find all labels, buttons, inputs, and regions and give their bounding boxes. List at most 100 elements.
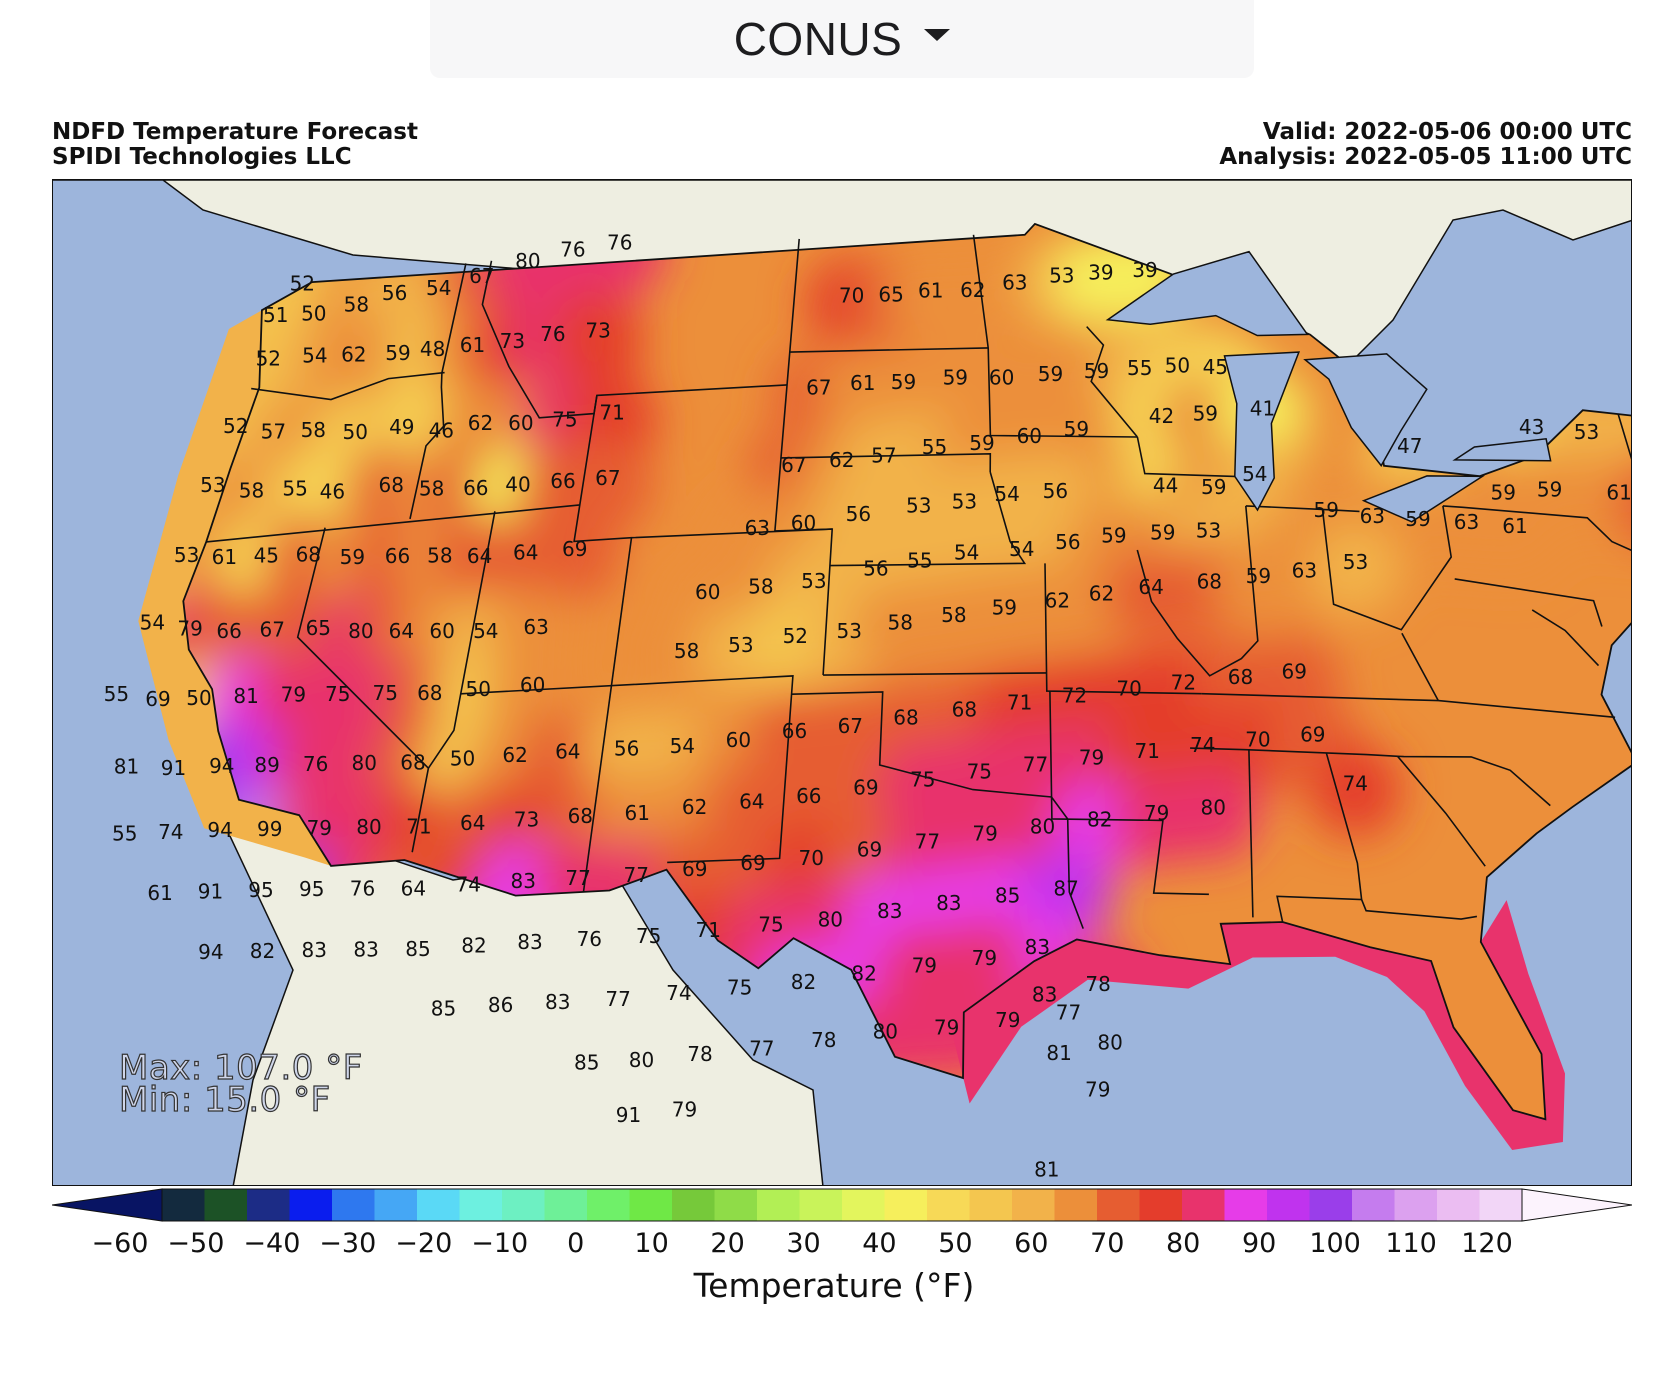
station-temperature-label: 57 (871, 443, 896, 467)
station-temperature-label: 77 (1023, 752, 1048, 776)
station-temperature-label: 67 (806, 376, 831, 400)
colorbar-bin (1479, 1189, 1523, 1221)
station-temperature-label: 73 (585, 319, 610, 343)
station-temperature-label: 87 (1053, 877, 1078, 901)
station-temperature-label: 60 (520, 673, 545, 697)
colorbar-ticks: −60 −50 −40 −30 −20 −10 0 10 20 30 40 50 60 70 80 90 100… (0, 1228, 1668, 1264)
station-temperature-label: 69 (145, 687, 170, 711)
station-temperature-label: 54 (670, 734, 695, 758)
station-temperature-label: 59 (1490, 481, 1515, 505)
station-temperature-label: 68 (952, 698, 977, 722)
station-temperature-label: 68 (378, 473, 403, 497)
station-temperature-label: 79 (972, 822, 997, 846)
station-temperature-label: 61 (624, 801, 649, 825)
station-temperature-label: 45 (1203, 355, 1228, 379)
station-temperature-label: 81 (1034, 1158, 1059, 1182)
station-temperature-label: 68 (400, 751, 425, 775)
station-temperature-label: 81 (233, 684, 258, 708)
station-temperature-label: 74 (666, 981, 691, 1005)
station-temperature-label: 74 (1343, 771, 1368, 795)
lake (1361, 475, 1485, 523)
station-temperature-label: 53 (1049, 264, 1074, 288)
state-border (780, 452, 992, 473)
colorbar-tick-label: −20 (395, 1228, 453, 1259)
station-temperature-label: 83 (510, 869, 535, 893)
colorbar-tick-label: −50 (167, 1228, 225, 1259)
station-temperature-label: 95 (299, 877, 324, 901)
station-temperature-label: 77 (1056, 1001, 1081, 1025)
station-temperature-label: 89 (254, 753, 279, 777)
station-temperature-label: 80 (515, 249, 540, 273)
station-temperature-label: 94 (209, 754, 234, 778)
station-temperature-label: 75 (967, 760, 992, 784)
map-title-block: NDFD Temperature Forecast SPIDI Technolo… (52, 120, 418, 170)
station-temperature-label: 68 (1228, 665, 1253, 689)
state-border (789, 347, 989, 353)
station-temperature-label: 44 (1153, 473, 1178, 497)
colorbar-tick-label: −60 (91, 1228, 149, 1259)
colorbar-bin (1309, 1189, 1353, 1221)
station-temperature-label: 54 (302, 344, 327, 368)
station-temperature-label: 52 (783, 624, 808, 648)
station-temperature-label: 69 (1300, 722, 1325, 746)
station-temperature-label: 60 (429, 619, 454, 643)
station-temperature-label: 56 (1055, 530, 1080, 554)
station-temperature-label: 79 (912, 953, 937, 977)
station-temperature-label: 39 (1132, 258, 1157, 282)
station-temperature-label: 60 (726, 728, 751, 752)
station-temperature-label: 41 (1250, 397, 1275, 421)
colorbar-tick-label: 60 (1014, 1228, 1049, 1259)
colorbar-bin (374, 1189, 418, 1221)
colorbar-tick-label: 30 (786, 1228, 821, 1259)
station-temperature-label: 42 (1149, 404, 1174, 428)
analysis-time: Analysis: 2022-05-05 11:00 UTC (1219, 144, 1632, 170)
station-temperature-label: 72 (1062, 683, 1087, 707)
colorbar-tick-label: 110 (1385, 1228, 1437, 1259)
station-temperature-label: 54 (426, 276, 451, 300)
us-outline (182, 222, 1631, 1121)
station-temperature-label: 67 (469, 264, 494, 288)
station-temperature-label: 67 (595, 466, 620, 490)
station-temperature-label: 60 (791, 511, 816, 535)
station-temperature-label: 55 (282, 477, 307, 501)
colorbar-bin (247, 1189, 291, 1221)
station-temperature-label: 67 (259, 617, 284, 641)
state-border (1190, 747, 1551, 807)
station-temperature-label: 83 (517, 930, 542, 954)
station-temperature-label: 82 (461, 933, 486, 957)
station-temperature-label: 75 (910, 767, 935, 791)
state-borders (206, 234, 1631, 929)
station-temperature-label: 54 (994, 482, 1019, 506)
station-temperature-label: 68 (893, 706, 918, 730)
station-temperature-label: 79 (1085, 1078, 1110, 1102)
station-temperature-label: 79 (934, 1015, 959, 1039)
lake (1223, 351, 1301, 512)
station-temperature-label: 54 (954, 541, 979, 565)
station-temperature-label: 59 (1201, 475, 1226, 499)
station-temperature-label: 82 (791, 970, 816, 994)
station-temperature-label: 53 (952, 490, 977, 514)
station-temperature-label: 80 (1030, 814, 1055, 838)
lake (1452, 437, 1552, 462)
station-temperature-label: 53 (906, 494, 931, 518)
temperature-blob (1167, 768, 1260, 861)
station-temperature-label: 61 (460, 333, 485, 357)
station-temperature-label: 56 (382, 281, 407, 305)
state-border (1396, 755, 1486, 867)
station-temperature-label: 63 (523, 615, 548, 639)
station-temperature-label: 94 (198, 940, 223, 964)
station-temperature-label: 56 (846, 502, 871, 526)
station-temperature-label: 86 (488, 993, 513, 1017)
station-temperature-label: 76 (607, 230, 632, 254)
colorbar-bin (842, 1189, 886, 1221)
station-temperature-label: 79 (307, 816, 332, 840)
station-temperature-label: 59 (1084, 359, 1109, 383)
state-border (1136, 436, 1235, 478)
station-temperature-label: 77 (565, 866, 590, 890)
station-temperature-label: 78 (687, 1042, 712, 1066)
station-temperature-label: 53 (728, 633, 753, 657)
station-temperature-label: 99 (257, 817, 282, 841)
region-selector[interactable]: CONUS (430, 0, 1254, 78)
